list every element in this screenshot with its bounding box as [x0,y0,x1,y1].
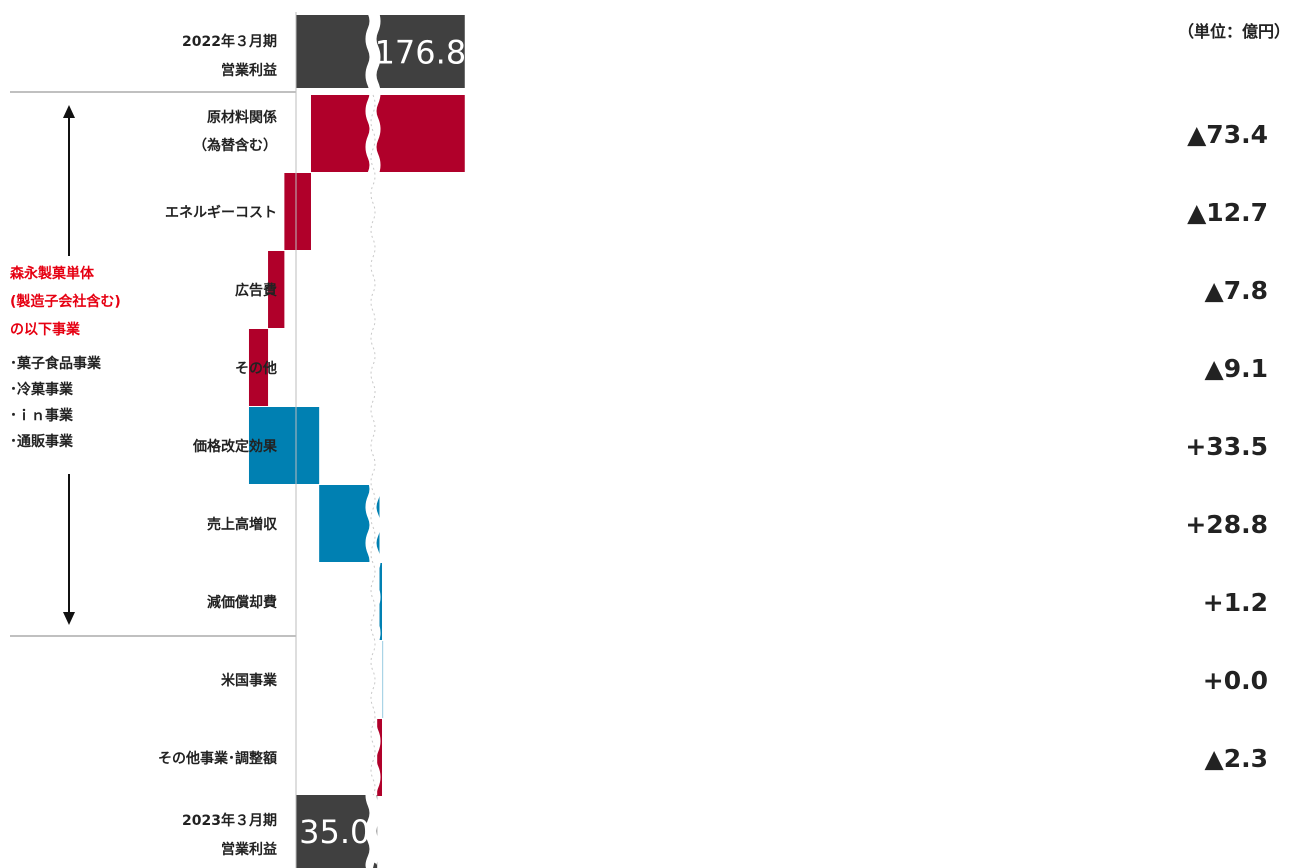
step-label: 広告費 [235,282,277,299]
step-bar [310,95,465,172]
step-label: 米国事業 [221,672,278,689]
start-total-label: 2022年３月期 [182,33,277,50]
step-bar [379,563,383,640]
axis-break [365,9,381,868]
scope-arrow-up-head [63,105,75,118]
unit-label: （単位：億円） [1178,22,1290,41]
step-label: エネルギーコスト [165,204,277,221]
scope-note-item: ･冷菓事業 [10,381,74,398]
step-value: ▲2.3 [1204,744,1268,773]
scope-note-red: の以下事業 [10,321,81,338]
step-label: 価格改定効果 [192,438,278,455]
end-total-bar [296,795,378,868]
step-value: +28.8 [1185,510,1268,539]
step-value: ▲12.7 [1187,198,1268,227]
scope-note-item: ･菓子食品事業 [10,355,102,372]
step-value: +0.0 [1203,666,1268,695]
end-total-label: 2023年３月期 [182,812,277,829]
step-value: +1.2 [1203,588,1268,617]
step-label: 売上高増収 [207,516,278,533]
start-total-bar [296,15,465,88]
start-total-label-2: 営業利益 [221,62,277,79]
step-label: その他事業･調整額 [158,750,277,767]
step-bar [284,173,311,250]
scope-arrow-down-head [63,612,75,625]
scope-note-item: ･ｉｎ事業 [10,407,74,424]
step-value: ▲7.8 [1204,276,1268,305]
step-value: ▲9.1 [1204,354,1268,383]
step-label: 原材料関係 [207,109,277,126]
step-value: +33.5 [1185,432,1268,461]
step-bar [382,641,384,718]
scope-note-red: 森永製菓単体 [10,265,95,282]
step-label: その他 [235,360,277,377]
scope-note-item: ･通販事業 [10,433,74,450]
step-label-2: （為替含む） [193,137,277,154]
step-value: ▲73.4 [1187,120,1268,149]
step-bar [248,329,269,406]
end-total-label-2: 営業利益 [221,841,277,858]
step-bar [377,719,383,796]
scope-note-red: (製造子会社含む) [10,293,121,310]
end-total-value: 135.0 [279,813,371,851]
step-bar [248,407,320,484]
start-total-value: 176.8 [375,34,467,72]
step-label: 減価償却費 [207,594,277,611]
step-bar [268,251,285,328]
